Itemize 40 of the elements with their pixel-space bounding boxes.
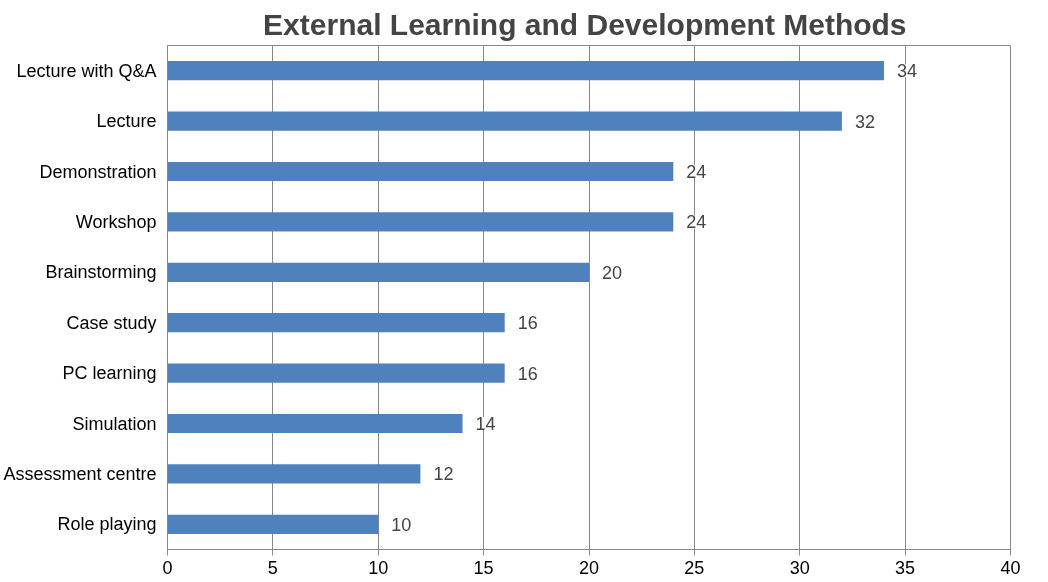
- x-tick-label: 25: [684, 557, 705, 578]
- bar: [167, 363, 505, 383]
- chart-title: External Learning and Development Methods: [263, 7, 907, 41]
- data-label: 16: [517, 363, 538, 384]
- data-label: 14: [475, 414, 496, 434]
- bar: [167, 161, 674, 182]
- y-tick-label: Role playing: [57, 514, 157, 535]
- x-tick-label: 0: [162, 557, 173, 578]
- y-tick-label: PC learning: [62, 363, 157, 384]
- y-tick-label: Workshop: [75, 211, 157, 232]
- x-tick-label: 15: [473, 557, 494, 578]
- data-label: 24: [686, 212, 707, 233]
- y-tick-label: Demonstration: [39, 161, 157, 182]
- y-tick-label: Simulation: [72, 413, 157, 434]
- y-tick-label: Case study: [66, 312, 157, 333]
- y-tick-label: Assessment centre: [3, 463, 157, 484]
- y-tick-label: Lecture with Q&A: [16, 60, 157, 81]
- data-label: 24: [686, 162, 707, 182]
- data-label: 20: [602, 262, 623, 283]
- bar: [167, 514, 379, 534]
- x-tick-label: 5: [267, 557, 278, 578]
- y-tick-label: Brainstorming: [45, 262, 157, 283]
- bar: [167, 212, 674, 232]
- data-label: 12: [433, 464, 454, 485]
- bar: [167, 413, 463, 434]
- x-tick-label: 40: [1000, 557, 1021, 578]
- bar: [167, 61, 885, 81]
- x-tick-label: 20: [578, 557, 600, 578]
- bar: [167, 464, 421, 484]
- data-label: 16: [517, 313, 538, 334]
- bar: [167, 262, 589, 282]
- data-label: 34: [897, 61, 918, 82]
- bar: [167, 111, 842, 131]
- bar: [167, 313, 505, 333]
- x-tick-label: 10: [368, 557, 389, 578]
- x-tick-label: 35: [895, 557, 916, 578]
- data-label: 32: [854, 111, 875, 132]
- data-label: 10: [391, 514, 412, 535]
- y-tick-label: Lecture: [96, 111, 157, 132]
- x-tick-label: 30: [789, 557, 810, 578]
